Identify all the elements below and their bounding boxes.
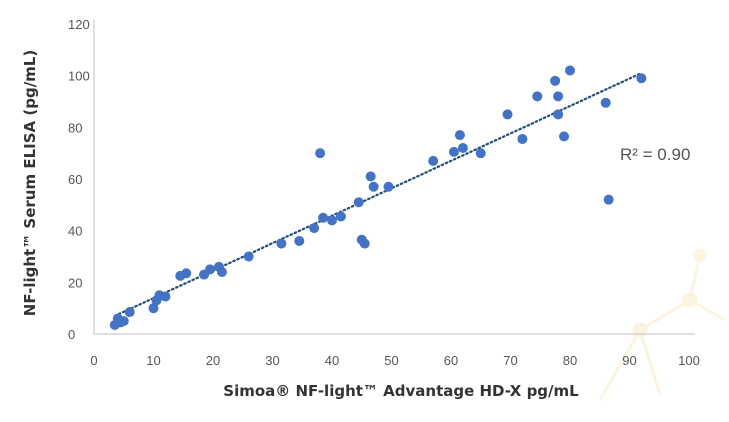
data-point [559, 131, 570, 142]
x-axis-title: Simoa® NF-light™ Advantage HD-X pg/mL [223, 382, 579, 400]
data-point [457, 143, 468, 153]
data-point [243, 251, 254, 262]
data-point [118, 316, 129, 327]
molecule-watermark [598, 248, 726, 401]
data-point [475, 148, 486, 159]
x-tick-label: 60 [444, 353, 458, 368]
data-point [600, 97, 611, 108]
y-tick-label: 40 [68, 224, 82, 239]
data-point [148, 303, 159, 314]
axes [93, 20, 695, 335]
data-point [276, 238, 287, 249]
y-tick-label: 80 [68, 120, 82, 135]
data-point [181, 268, 192, 279]
data-point [550, 75, 561, 86]
y-axis-title: NF-light™ Serum ELISA (pg/mL) [21, 50, 39, 316]
data-point [448, 146, 459, 157]
data-point [353, 197, 364, 208]
data-point [553, 91, 564, 102]
data-point [532, 91, 543, 102]
y-tick-label: 60 [68, 172, 82, 187]
y-tick-label: 20 [68, 275, 82, 290]
y-axis-ticks: 0 20 40 60 80 100 120 [68, 17, 90, 342]
x-tick-label: 20 [206, 353, 220, 368]
x-axis-ticks: 0 10 20 30 40 50 60 70 80 90 100 [90, 353, 699, 368]
data-point [636, 73, 647, 84]
trendline [113, 71, 643, 318]
data-point [160, 291, 171, 302]
data-point [294, 236, 305, 246]
data-point [327, 215, 337, 226]
data-point [517, 133, 528, 144]
x-tick-label: 10 [146, 353, 160, 368]
data-point [368, 181, 379, 192]
x-tick-label: 40 [325, 353, 339, 368]
x-tick-label: 100 [678, 353, 700, 368]
x-tick-label: 90 [622, 353, 636, 368]
data-point [565, 65, 575, 76]
trendline-group [113, 71, 643, 318]
data-point [383, 181, 394, 192]
data-point [603, 194, 614, 205]
data-point [335, 211, 346, 222]
data-point [205, 264, 216, 275]
y-tick-label: 0 [68, 327, 75, 342]
data-points [109, 65, 647, 330]
x-tick-label: 80 [563, 353, 577, 368]
data-point [428, 155, 439, 166]
x-tick-label: 50 [384, 353, 398, 368]
data-point [318, 212, 329, 223]
data-point [553, 109, 564, 120]
data-point [365, 171, 376, 182]
x-tick-label: 70 [503, 353, 517, 368]
y-tick-label: 120 [68, 17, 90, 32]
data-point [124, 307, 135, 318]
r-squared-annotation: R² = 0.90 [620, 145, 690, 164]
data-point [502, 109, 513, 120]
x-tick-label: 30 [265, 353, 279, 368]
y-tick-label: 100 [68, 69, 90, 84]
data-point [454, 130, 465, 141]
data-point [309, 223, 320, 234]
data-point [359, 238, 370, 249]
x-tick-label: 0 [90, 353, 97, 368]
data-point [315, 148, 326, 159]
data-point [216, 267, 227, 277]
